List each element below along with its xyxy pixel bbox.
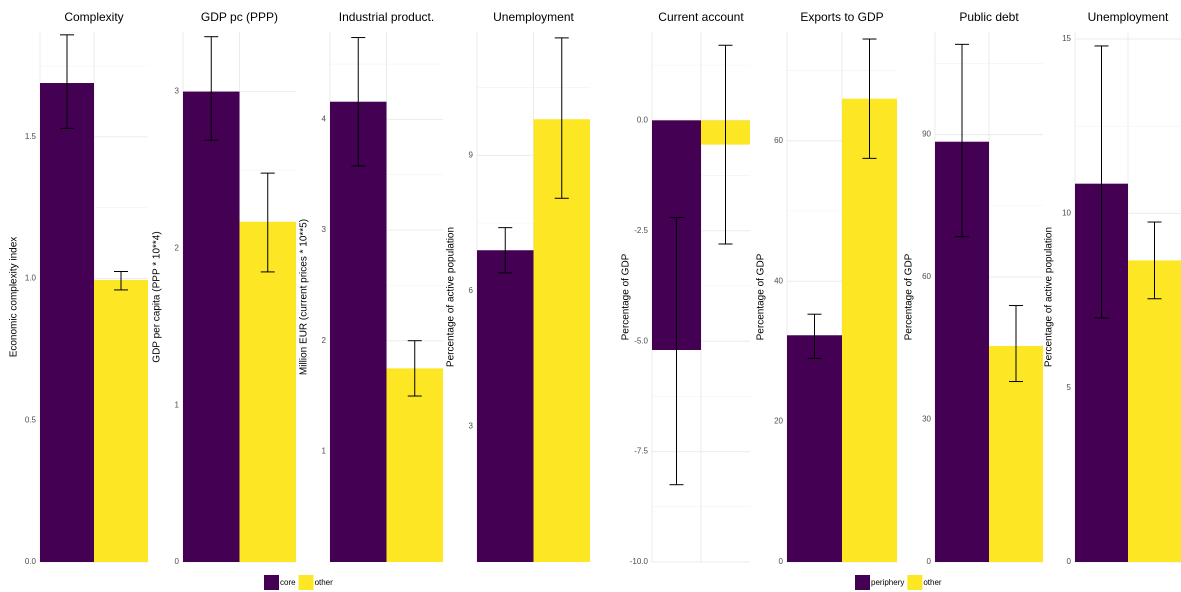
y-tick-label: 60 — [922, 272, 931, 281]
bar — [1128, 260, 1181, 562]
panel-title: Unemployment — [493, 10, 574, 24]
y-tick-label: 0.0 — [25, 557, 37, 566]
legend-key — [298, 575, 314, 590]
y-axis-label: Percentage of GDP — [621, 253, 632, 340]
y-tick-label: 20 — [774, 417, 783, 426]
y-tick-label: 10 — [1062, 208, 1071, 217]
y-tick-label: 3 — [322, 225, 327, 234]
y-tick-label: 0.5 — [25, 415, 37, 424]
y-tick-label: 1 — [175, 400, 180, 409]
legend-label: other — [923, 578, 942, 587]
y-tick-label: 6 — [469, 286, 474, 295]
bar — [94, 279, 148, 562]
bar — [330, 101, 387, 562]
y-axis-label: Percentage of GDP — [756, 253, 767, 340]
y-axis-label: Million EUR (current prices * 10**5) — [299, 219, 310, 375]
y-tick-label: -10.0 — [630, 557, 649, 566]
y-tick-label: -5.0 — [634, 336, 648, 345]
bar — [787, 335, 842, 562]
y-tick-label: 60 — [774, 136, 783, 145]
y-tick-label: 3 — [469, 422, 474, 431]
y-tick-label: 0 — [175, 557, 180, 566]
y-axis-label: Economic complexity index — [9, 237, 20, 358]
legend-label: other — [315, 578, 334, 587]
bar — [239, 221, 296, 562]
y-axis-label: Percentage of GDP — [904, 253, 915, 340]
bar — [842, 98, 897, 562]
y-tick-label: 0.0 — [637, 115, 649, 124]
panel-title: Complexity — [64, 10, 123, 24]
y-tick-label: 1 — [322, 446, 327, 455]
y-axis-label: Percentage of active population — [446, 227, 457, 367]
y-tick-label: 9 — [469, 150, 474, 159]
bar — [477, 250, 534, 562]
y-tick-label: 0 — [927, 557, 932, 566]
panel-title: Unemployment — [1088, 10, 1169, 24]
panel-title: Public debt — [959, 10, 1019, 24]
panel-title: GDP pc (PPP) — [201, 10, 278, 24]
y-tick-label: 5 — [1067, 383, 1072, 392]
panel-title: Current account — [658, 10, 744, 24]
legend-key — [855, 575, 870, 590]
panel-title: Industrial product. — [339, 10, 434, 24]
y-tick-label: 30 — [922, 415, 931, 424]
bar — [40, 83, 94, 562]
legend-label: periphery — [871, 578, 904, 587]
y-axis-label: GDP per capita (PPP * 10**4) — [152, 231, 163, 362]
y-tick-label: 4 — [322, 115, 327, 124]
y-tick-label: 2 — [175, 243, 180, 252]
legend-key — [907, 575, 923, 590]
y-axis-label: Percentage of active population — [1044, 227, 1055, 367]
legend-key — [264, 575, 279, 590]
y-tick-label: 90 — [922, 130, 931, 139]
panel-title: Exports to GDP — [800, 10, 883, 24]
y-tick-label: 1.0 — [25, 274, 37, 283]
y-tick-label: 0 — [779, 557, 784, 566]
y-tick-label: 2 — [322, 336, 327, 345]
y-tick-label: 1.5 — [25, 132, 37, 141]
y-tick-label: 40 — [774, 276, 783, 285]
y-tick-label: 15 — [1062, 34, 1071, 43]
bar — [386, 368, 443, 562]
legend-label: core — [280, 578, 296, 587]
bar — [183, 91, 240, 562]
y-tick-label: -7.5 — [634, 447, 648, 456]
y-tick-label: 3 — [175, 87, 180, 96]
y-tick-label: 0 — [1067, 557, 1072, 566]
y-tick-label: -2.5 — [634, 226, 648, 235]
